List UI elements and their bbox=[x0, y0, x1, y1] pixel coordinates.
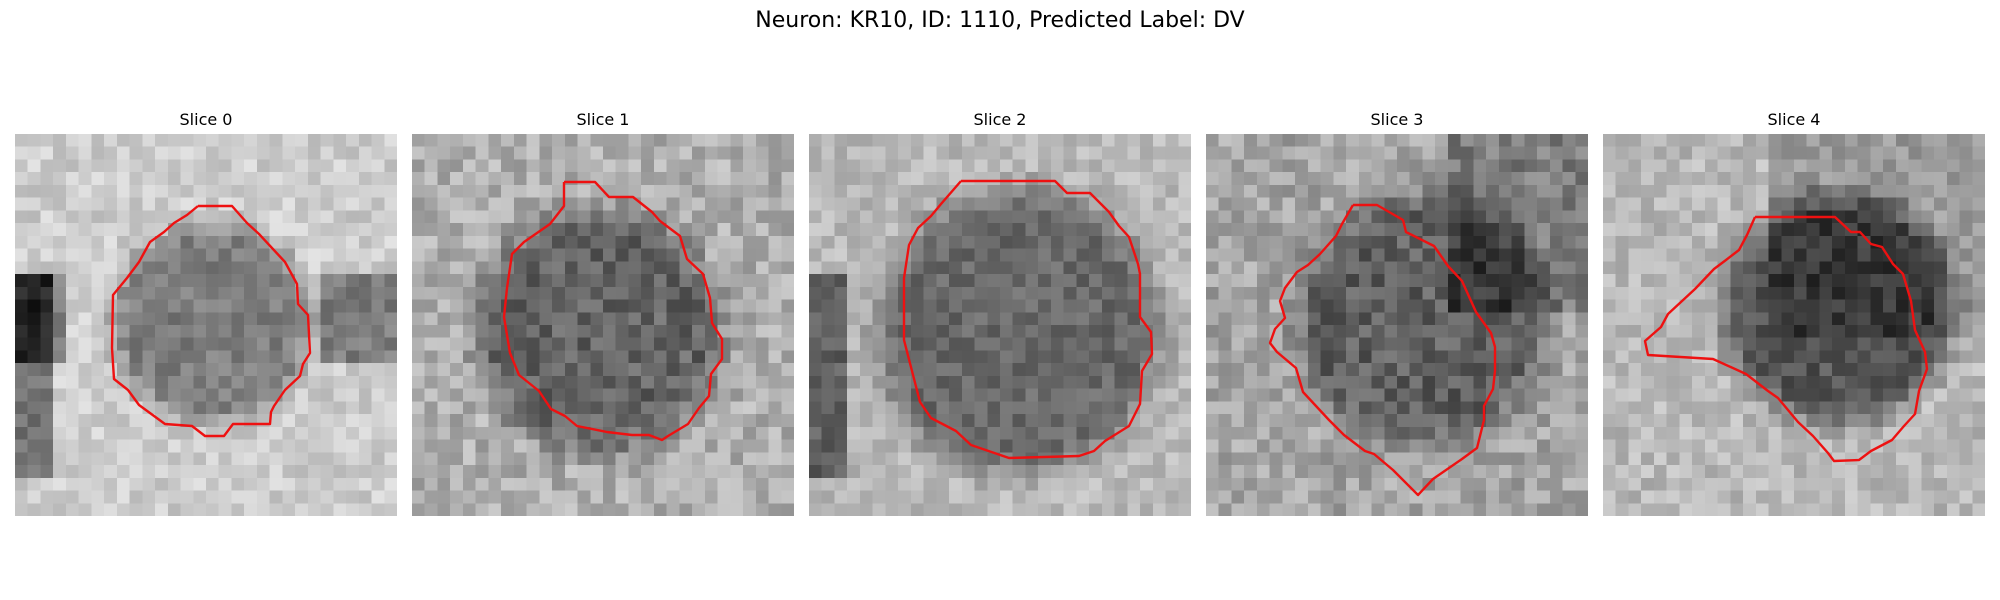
slice-title: Slice 2 bbox=[973, 110, 1027, 129]
slice-image bbox=[809, 134, 1191, 516]
slice-title: Slice 1 bbox=[576, 110, 630, 129]
slice-panel-2: Slice 2 bbox=[809, 110, 1191, 516]
slice-title: Slice 0 bbox=[179, 110, 233, 129]
slice-image bbox=[1603, 134, 1985, 516]
slice-image bbox=[15, 134, 397, 516]
slice-title: Slice 3 bbox=[1370, 110, 1424, 129]
slice-image bbox=[1206, 134, 1588, 516]
slice-panel-4: Slice 4 bbox=[1603, 110, 1985, 516]
slice-title: Slice 4 bbox=[1767, 110, 1821, 129]
slice-panel-0: Slice 0 bbox=[15, 110, 397, 516]
slice-panel-1: Slice 1 bbox=[412, 110, 794, 516]
figure-title: Neuron: KR10, ID: 1110, Predicted Label:… bbox=[755, 8, 1245, 33]
slice-image bbox=[412, 134, 794, 516]
slice-panel-3: Slice 3 bbox=[1206, 110, 1588, 516]
